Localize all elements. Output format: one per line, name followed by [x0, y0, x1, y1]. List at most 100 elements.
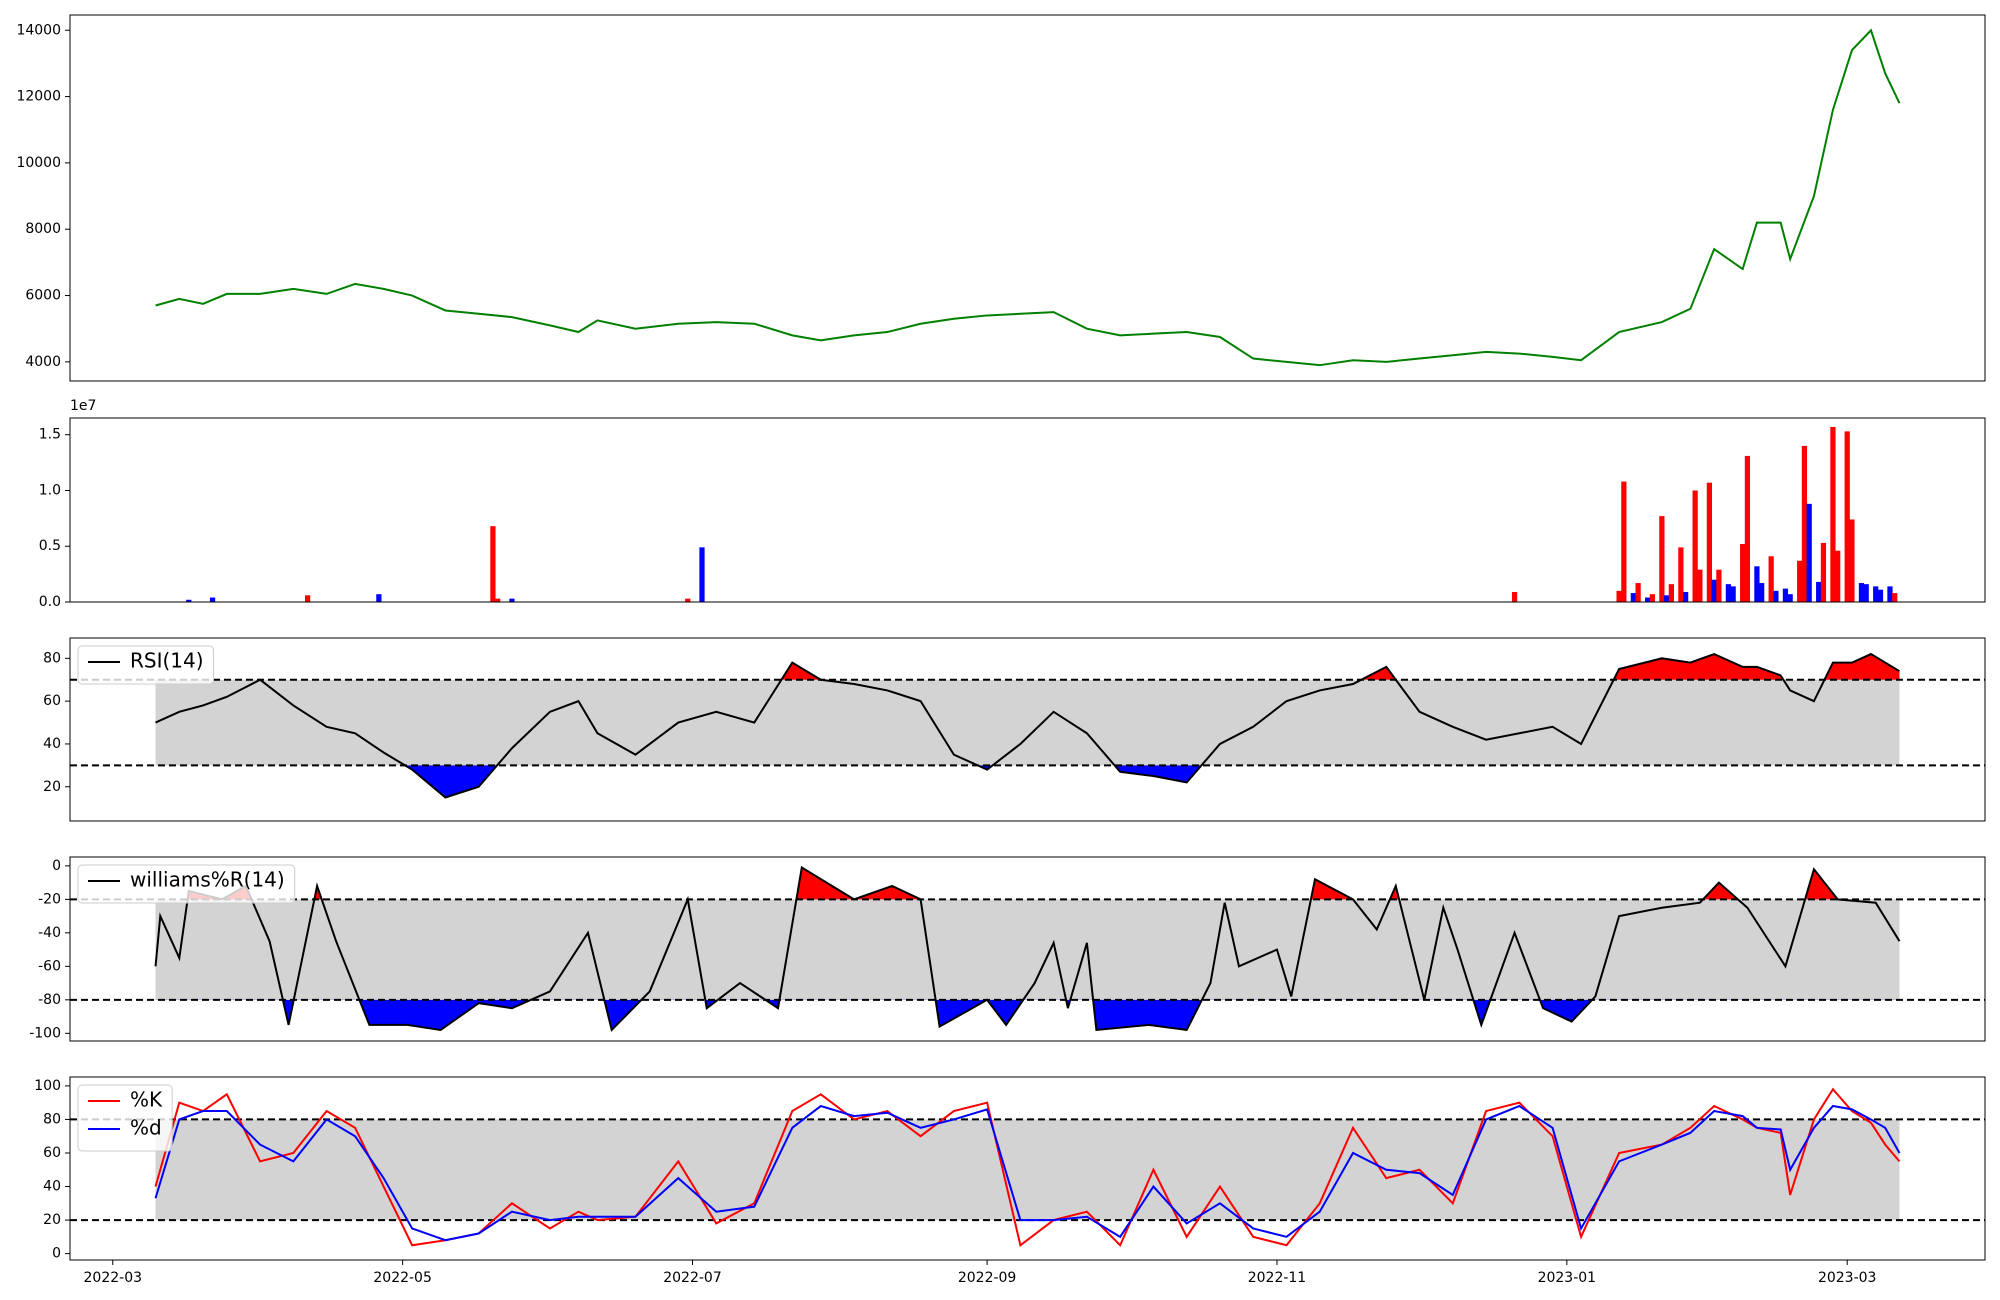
- axes-frame: [69, 417, 1986, 603]
- neutral-band: [155, 1119, 1900, 1221]
- volume-bar: [1659, 516, 1665, 602]
- volume-bar: [209, 597, 216, 602]
- volume-bar: [1806, 503, 1812, 602]
- x-tick-label: 2023-03: [1818, 1270, 1877, 1286]
- indicator-line: [154, 1104, 1901, 1242]
- neutral-band: [155, 899, 1900, 1000]
- x-tick-label: 2022-03: [84, 1270, 143, 1286]
- plot-area: [70, 652, 1985, 799]
- volume-bar: [1621, 481, 1627, 602]
- y-tick-label: 100: [34, 1078, 61, 1094]
- legend-box: [77, 645, 215, 685]
- y-tick-label: -80: [38, 992, 61, 1008]
- y-tick-label: 10000: [16, 155, 61, 171]
- volume-bar: [495, 598, 501, 602]
- volume-bar: [1692, 490, 1698, 602]
- volume-bar: [1773, 590, 1779, 602]
- y-tick-label: -40: [38, 925, 61, 941]
- volume-bar: [1645, 597, 1651, 602]
- panel: 4000 6000 8000 10000 12000 14000: [16, 14, 1986, 382]
- volume-bar: [1797, 560, 1803, 602]
- volume-bar: [1801, 445, 1808, 602]
- volume-bar: [1697, 569, 1703, 602]
- y-tick-label: 1.0: [39, 482, 61, 498]
- volume-bar: [1649, 594, 1655, 602]
- volume-bar: [1683, 591, 1689, 602]
- volume-bar: [186, 599, 192, 602]
- legend-label: %d: [130, 1116, 162, 1140]
- volume-bar: [1787, 594, 1793, 602]
- y-tick-label: 0: [52, 858, 61, 874]
- y-tick-label: -60: [38, 958, 61, 974]
- volume-bar: [1863, 584, 1869, 602]
- overbought-fill: [155, 654, 1900, 680]
- x-tick-label: 2022-05: [373, 1270, 432, 1286]
- volume-bar: [1730, 586, 1736, 602]
- oversold-fill: [155, 765, 1900, 798]
- volume-bar: [1630, 593, 1636, 602]
- volume-bar: [1858, 583, 1865, 602]
- volume-bar: [1678, 547, 1684, 602]
- plot-area: [70, 865, 1985, 1032]
- y-tick-label: 0: [52, 1246, 61, 1262]
- volume-bar: [1664, 595, 1670, 602]
- volume-bar: [1706, 482, 1713, 602]
- axes-frame: [69, 1076, 1986, 1261]
- price-line: [155, 28, 1901, 367]
- volume-bar: [1768, 556, 1774, 602]
- volume-bar: [685, 598, 691, 602]
- y-tick-label: 80: [43, 650, 61, 666]
- axes-frame: [69, 14, 1986, 382]
- panel: 0.0 0.5 1.0 1.5 1e7: [39, 398, 1986, 610]
- y-tick-label: 20: [43, 779, 61, 795]
- legend: RSI(14): [77, 645, 215, 685]
- volume-bar: [490, 526, 496, 602]
- y-tick-label: 8000: [25, 221, 61, 237]
- volume-bar: [1759, 583, 1765, 602]
- legend-label: %K: [130, 1088, 163, 1112]
- overbought-fill: [155, 867, 1900, 900]
- panel: -100 -80 -60 -40 -20 0 williams%R(14): [29, 856, 1986, 1042]
- x-tick-label: 2022-11: [1248, 1270, 1307, 1286]
- y-tick-label: 0.5: [39, 538, 61, 554]
- volume-bar: [1816, 581, 1822, 602]
- volume-bar: [1830, 426, 1836, 602]
- plot-area: [70, 1087, 1985, 1247]
- volume-bar: [1744, 455, 1751, 602]
- volume-bar: [1635, 583, 1641, 602]
- volume-bar: [1668, 584, 1674, 602]
- volume-bar: [1820, 542, 1827, 602]
- volume-bar: [376, 594, 382, 602]
- y-tick-label: 60: [43, 693, 61, 709]
- legend-box: [77, 864, 296, 904]
- volume-bar: [1835, 550, 1841, 602]
- offset-label: 1e7: [70, 398, 96, 414]
- volume-bar: [1782, 588, 1789, 602]
- legend: williams%R(14): [77, 864, 296, 904]
- volume-bar: [1887, 586, 1893, 602]
- y-tick-label: 14000: [16, 22, 61, 38]
- volume-bar: [304, 595, 311, 602]
- legend: %K %d: [77, 1084, 173, 1152]
- volume-bar: [1511, 591, 1518, 602]
- volume-bar: [1711, 579, 1717, 602]
- axes-frame: [69, 637, 1986, 822]
- volume-bar: [1716, 569, 1722, 602]
- indicator-line: [154, 1087, 1901, 1247]
- x-tick-label: 2022-09: [958, 1270, 1017, 1286]
- indicator-line: [155, 652, 1900, 799]
- panel: 0 20 40 60 80 100 2022-03 2022-05 2022-07 2022-09…: [34, 1076, 1986, 1286]
- volume-bar: [699, 547, 705, 602]
- plot-area: [186, 426, 1898, 602]
- y-tick-label: 12000: [16, 89, 61, 105]
- y-tick-label: 1.5: [39, 427, 61, 443]
- indicator-line: [154, 865, 1901, 1032]
- neutral-band: [155, 679, 1900, 766]
- volume-bar: [1877, 589, 1884, 602]
- legend-label: RSI(14): [130, 649, 204, 673]
- volume-bar: [1725, 584, 1732, 602]
- volume-bar: [1616, 590, 1622, 602]
- y-tick-label: 40: [43, 736, 61, 752]
- x-tick-label: 2023-01: [1538, 1270, 1597, 1286]
